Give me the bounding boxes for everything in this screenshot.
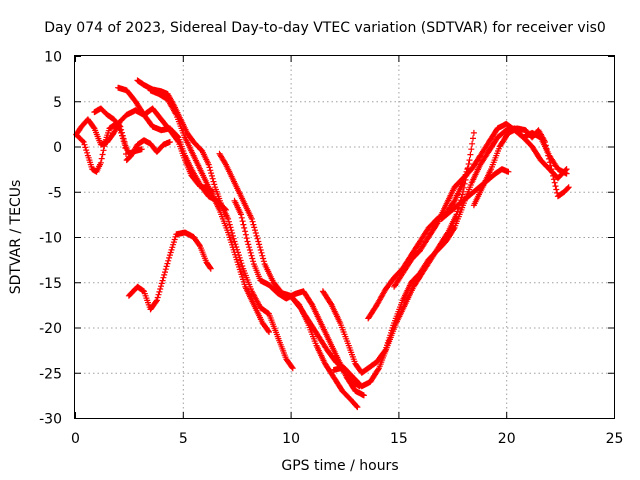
series-track-16 bbox=[125, 229, 214, 313]
y-axis-label: SDTVAR / TECUs bbox=[8, 180, 24, 295]
data-point-markers bbox=[134, 77, 296, 372]
y-tick-label: -10 bbox=[39, 231, 62, 247]
x-tick-label: 10 bbox=[282, 431, 300, 447]
data-point-markers bbox=[470, 125, 572, 209]
data-point-markers bbox=[231, 197, 367, 399]
series-track-13 bbox=[391, 120, 570, 290]
x-tick-label: 5 bbox=[179, 431, 188, 447]
data-point-markers bbox=[319, 125, 570, 376]
y-tick-label: 10 bbox=[44, 50, 62, 66]
y-tick-label: 0 bbox=[53, 140, 62, 156]
data-marks bbox=[73, 77, 572, 411]
y-tick-label: -5 bbox=[48, 185, 62, 201]
series-track-5 bbox=[134, 77, 296, 372]
series-track-10 bbox=[319, 125, 570, 376]
x-axis-label: GPS time / hours bbox=[281, 458, 398, 474]
series-track-6 bbox=[147, 87, 272, 335]
y-tick-label: -15 bbox=[39, 276, 62, 292]
plot-frame bbox=[74, 55, 615, 419]
y-tick-label: -30 bbox=[39, 412, 62, 428]
data-point-markers bbox=[391, 120, 570, 290]
data-point-markers bbox=[330, 365, 363, 390]
series-track-11 bbox=[330, 365, 363, 390]
data-point-markers bbox=[147, 87, 272, 335]
x-tick-label: 15 bbox=[390, 431, 408, 447]
x-tick-label: 25 bbox=[606, 431, 624, 447]
series-track-8 bbox=[231, 197, 367, 399]
series-track-15 bbox=[470, 125, 572, 209]
grid bbox=[75, 56, 614, 418]
data-point-markers bbox=[125, 229, 214, 313]
x-tick-label: 0 bbox=[71, 431, 80, 447]
axis-ticks: 0 5 10 15 20 25 10 5 0 -5 -10 -15 -20 -25 -30 bbox=[39, 50, 623, 448]
y-tick-label: -20 bbox=[39, 321, 62, 337]
x-tick-label: 20 bbox=[498, 431, 516, 447]
chart-title: Day 074 of 2023, Sidereal Day-to-day VTE… bbox=[44, 20, 606, 36]
y-tick-label: 5 bbox=[53, 95, 62, 111]
y-tick-label: -25 bbox=[39, 366, 62, 382]
